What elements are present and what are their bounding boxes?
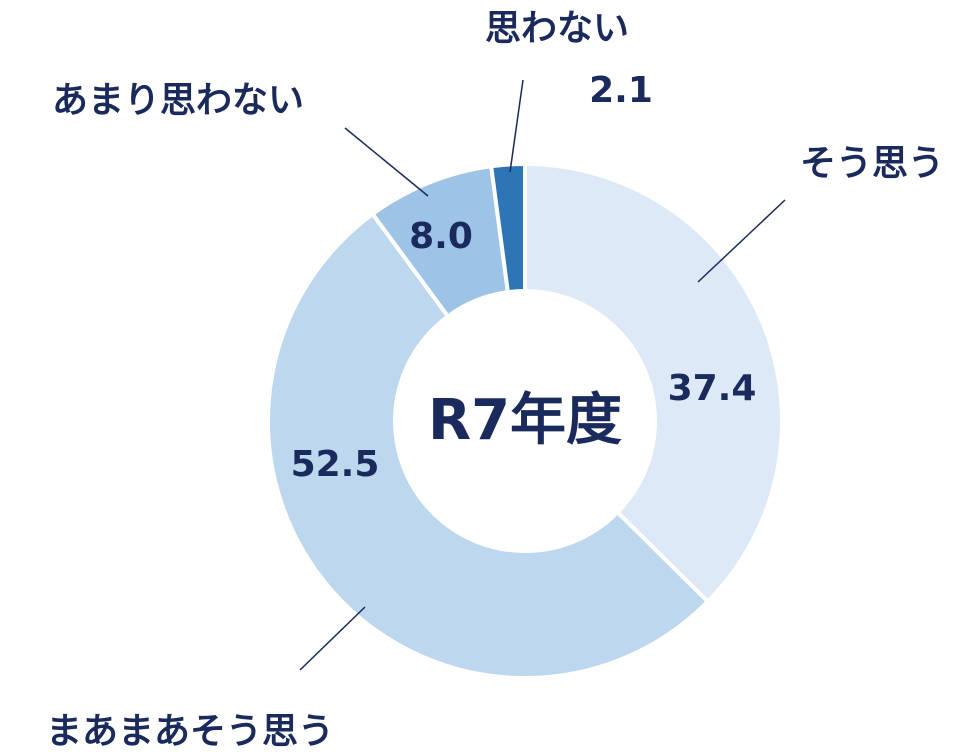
value-label: 8.0 [409, 216, 473, 257]
center-label: R7年度 [428, 388, 622, 453]
leader-line [697, 199, 786, 283]
category-label: まあまあそう思う [46, 711, 334, 752]
donut-slice [488, 161, 527, 295]
donut-slice [266, 211, 711, 680]
value-label: 2.1 [589, 70, 653, 111]
leader-line [344, 127, 429, 197]
category-label: そう思う [800, 143, 944, 184]
category-label: あまり思わない [52, 80, 304, 121]
leader-line [509, 79, 524, 173]
donut-slice [523, 161, 784, 605]
value-label: 52.5 [291, 444, 380, 485]
leader-line [299, 606, 366, 671]
value-label: 37.4 [668, 368, 757, 409]
category-label: 思わない [485, 8, 629, 49]
